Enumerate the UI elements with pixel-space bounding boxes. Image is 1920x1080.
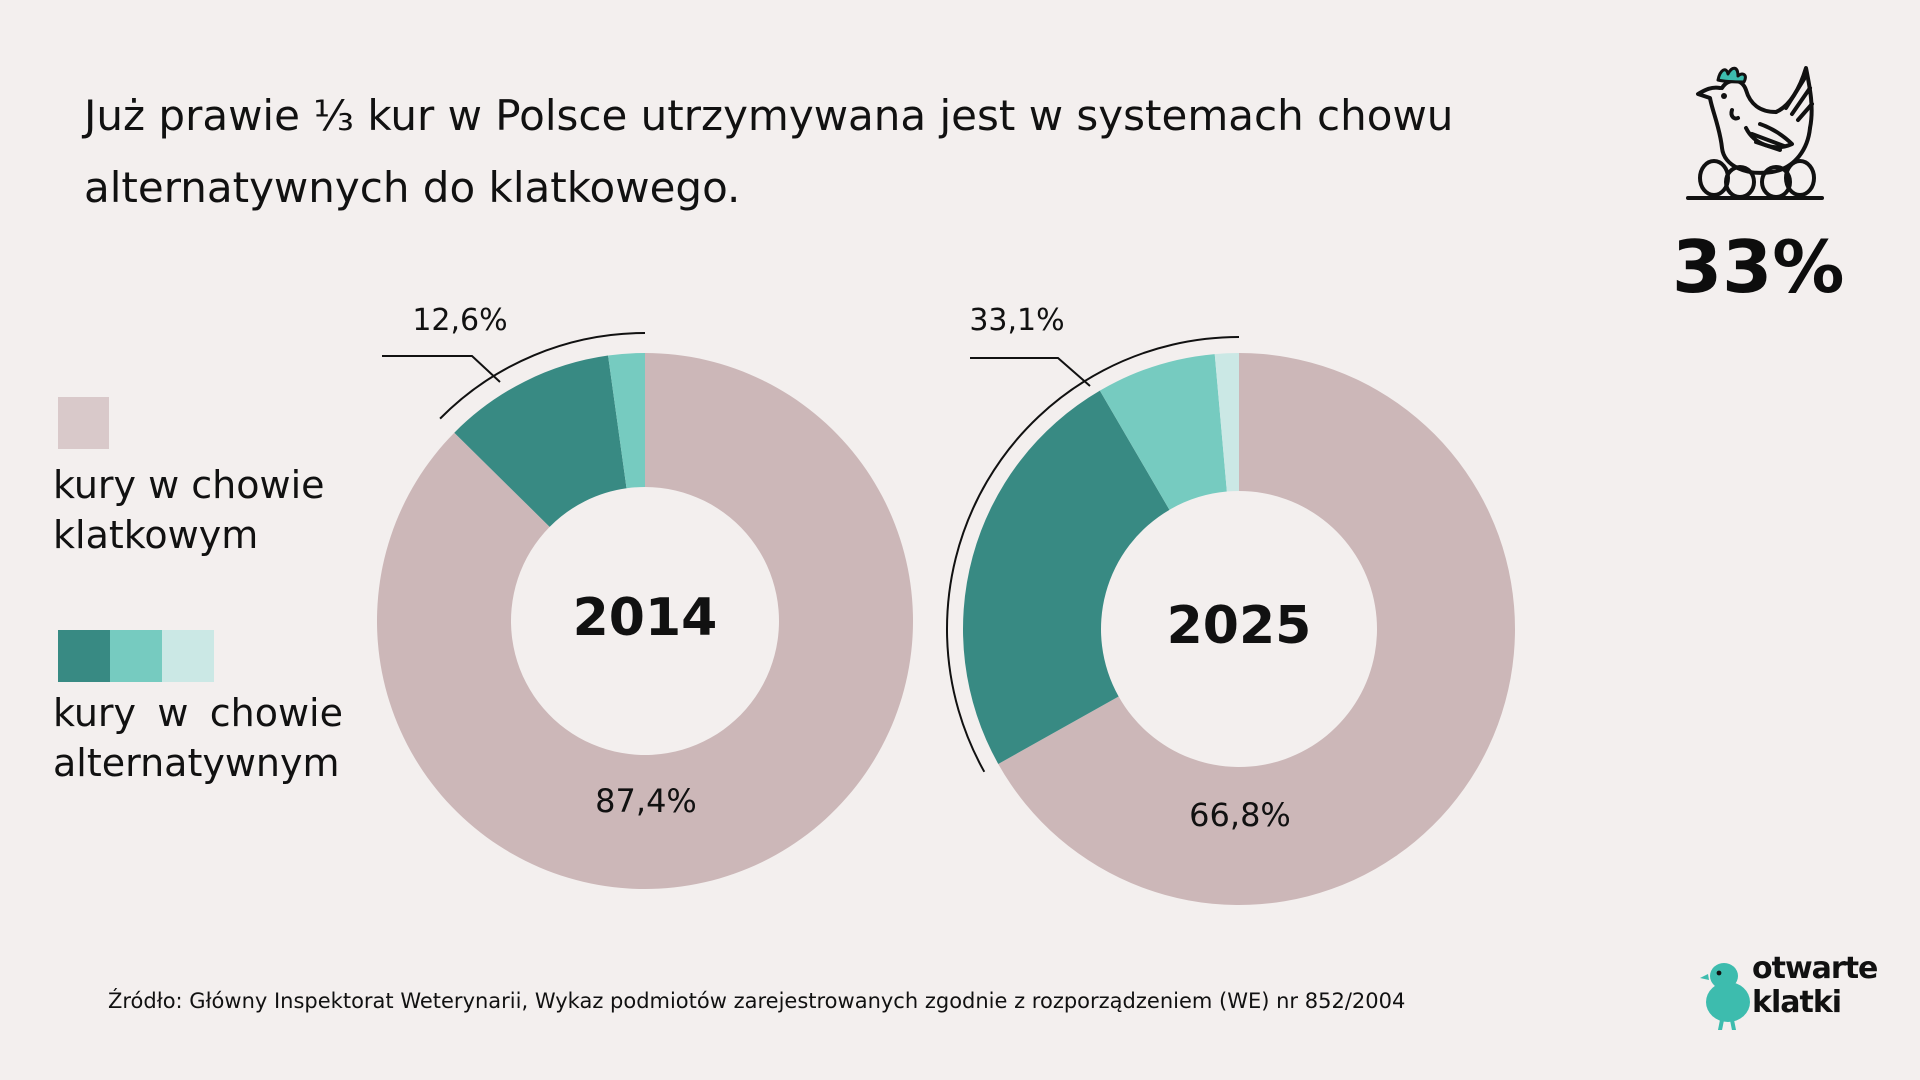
label-cage-2025: 66,8% [1189,796,1291,834]
headline-percentage: 33% [1672,225,1845,309]
donut-chart-2025: 33,1% 66,8% 2025 [946,303,1516,905]
alternative-bracket-2025 [946,336,1240,773]
logo-text-line2: klatki [1752,985,1842,1020]
slice-cage-2014 [377,353,914,889]
legend-swatch-alt-dark [58,630,110,682]
label-alternative-2014: 12,6% [412,303,507,338]
label-cage-2014: 87,4% [595,782,697,820]
slice-alt-light-2025 [1214,353,1239,492]
callout-leader-2025 [970,357,1091,387]
legend-swatch-cage [58,397,109,449]
donut-chart-2014: 12,6% 87,4% 2014 [377,303,914,889]
chick-icon [1700,963,1750,1030]
source-note: Źródło: Główny Inspektorat Weterynarii, … [108,989,1406,1013]
headline: Już prawie ⅓ kur w Polsce utrzymywana je… [84,91,1454,212]
label-alternative-2025: 33,1% [969,303,1064,338]
center-year-2025: 2025 [1167,596,1312,656]
center-year-2014: 2014 [573,588,718,648]
slice-cage-2025 [998,353,1516,905]
slice-alt-dark-2025 [963,390,1170,764]
legend-swatch-alt-light [162,630,214,682]
legend-label-cage: kury w chowie klatkowym [53,463,325,557]
slice-alt-mid-2025 [1099,354,1227,510]
callout-leader-2014 [382,355,501,383]
slice-alt-mid-2014 [608,353,645,489]
hen-on-eggs-icon [1686,66,1824,200]
alternative-bracket-2014 [439,332,646,420]
otwarte-klatki-logo: otwarte klatki [1700,950,1878,1030]
legend-label-alternative: kury w chowie alternatywnym [53,691,343,785]
legend-swatch-alt-mid [110,630,162,682]
logo-text-line1: otwarte [1752,951,1878,986]
slice-alt-dark-2014 [454,355,627,527]
